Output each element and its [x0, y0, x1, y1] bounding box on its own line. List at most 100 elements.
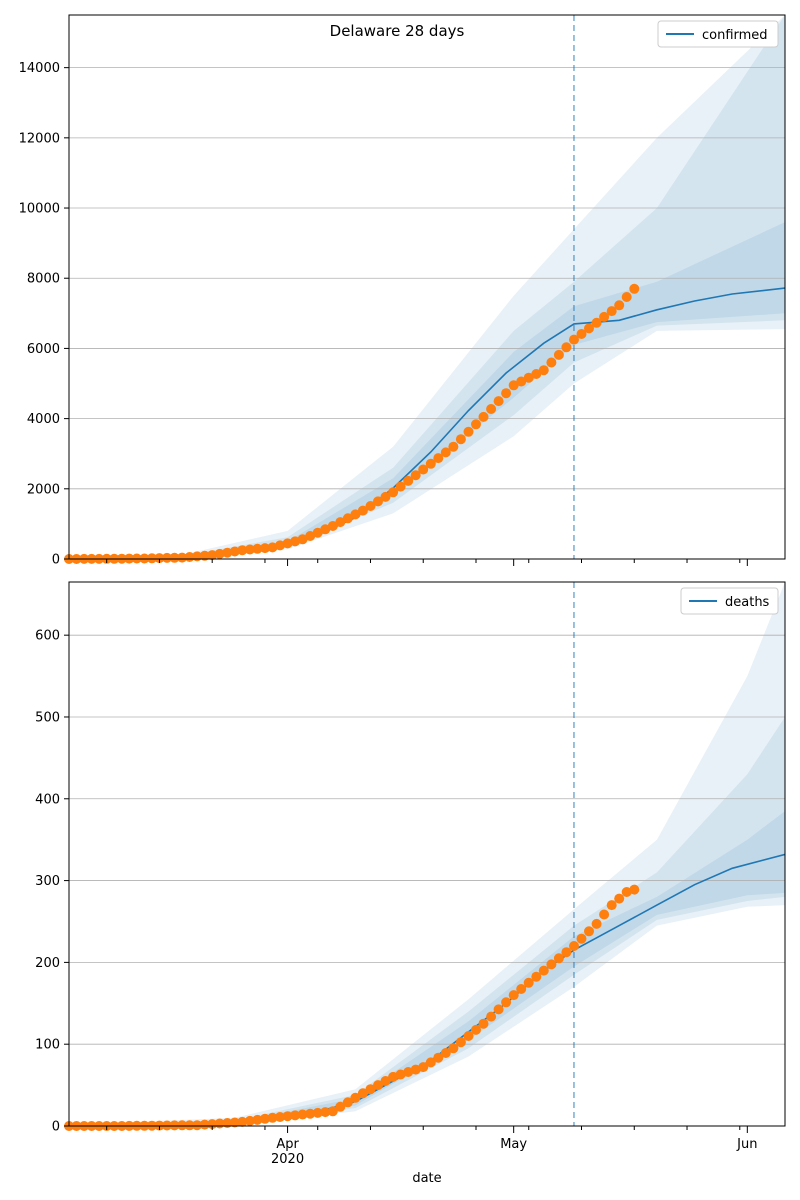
- observed-point: [614, 300, 625, 311]
- observed-point: [448, 1043, 459, 1054]
- observed-point: [297, 534, 308, 545]
- observed-point: [418, 464, 429, 475]
- observed-point: [350, 1092, 361, 1103]
- observed-point: [357, 1088, 368, 1099]
- observed-point: [569, 334, 579, 345]
- observed-point: [282, 538, 293, 549]
- y-tick-label: 300: [35, 874, 60, 889]
- observed-point: [244, 544, 255, 555]
- observed-point: [335, 1101, 346, 1112]
- y-tick-label: 10000: [19, 202, 60, 217]
- x-tick-label: Apr: [276, 1137, 299, 1152]
- observed-point: [282, 1111, 293, 1122]
- observed-point: [395, 481, 406, 492]
- observed-point: [229, 546, 240, 557]
- observed-point: [275, 1112, 285, 1122]
- uncertainty-band-1: [69, 15, 785, 559]
- observed-point: [342, 1097, 353, 1108]
- deaths-legend: deaths: [680, 587, 779, 615]
- observed-point: [501, 997, 512, 1008]
- uncertainty-band-0: [69, 15, 785, 559]
- observed-point: [207, 1119, 218, 1130]
- observed-point: [395, 1069, 406, 1080]
- uncertainty-band-0: [69, 582, 785, 1126]
- y-tick-label: 14000: [19, 61, 60, 76]
- observed-point: [531, 971, 542, 982]
- observed-point: [312, 1107, 323, 1118]
- observed-point: [455, 434, 466, 445]
- legend-box: [680, 587, 779, 615]
- observed-point: [207, 550, 218, 561]
- observed-point: [425, 458, 436, 469]
- observed-point: [373, 496, 383, 507]
- chart-title: Delaware 28 days: [330, 22, 465, 40]
- observed-point: [365, 1084, 376, 1095]
- y-tick-label: 2000: [27, 482, 60, 497]
- observed-point: [327, 1106, 338, 1117]
- observed-point: [455, 1037, 466, 1048]
- y-tick-label: 4000: [27, 412, 60, 427]
- observed-point: [260, 1113, 270, 1124]
- observed-point: [508, 990, 519, 1001]
- observed-point: [538, 365, 549, 376]
- observed-point: [169, 1120, 180, 1131]
- observed-point: [237, 545, 248, 556]
- x-tick-sublabel: 2020: [271, 1152, 304, 1167]
- deaths-gridlines: [69, 634, 785, 1127]
- observed-point: [478, 411, 489, 422]
- observed-point: [169, 552, 180, 563]
- observed-point: [486, 1011, 497, 1022]
- observed-point: [471, 419, 481, 430]
- confirmed-axes: 0 2000 4000 6000 8000 10000 12000 14000: [19, 14, 786, 568]
- confirmed-points: [64, 283, 640, 564]
- observed-point: [260, 543, 270, 554]
- observed-point: [214, 548, 225, 559]
- observed-point: [440, 1048, 451, 1058]
- observed-point: [388, 487, 399, 498]
- observed-point: [516, 984, 527, 994]
- observed-point: [184, 1120, 195, 1131]
- observed-point: [199, 550, 210, 561]
- observed-point: [591, 918, 602, 929]
- y-tick-label: 0: [52, 1120, 60, 1135]
- observed-point: [433, 453, 444, 464]
- observed-point: [569, 941, 579, 951]
- observed-point: [584, 323, 594, 334]
- y-tick-label: 6000: [27, 342, 60, 357]
- axes-frame: [68, 14, 786, 560]
- observed-point: [275, 540, 285, 551]
- observed-point: [267, 542, 278, 553]
- y-tick-label: 400: [35, 792, 60, 807]
- observed-point: [388, 1071, 399, 1082]
- observed-point: [576, 329, 587, 339]
- observed-point: [501, 388, 512, 399]
- y-tick-label: 600: [35, 629, 60, 644]
- observed-point: [523, 372, 534, 383]
- observed-point: [192, 1120, 203, 1131]
- observed-point: [606, 306, 617, 317]
- observed-point: [305, 1108, 316, 1119]
- observed-point: [380, 1076, 391, 1086]
- y-tick-label: 500: [35, 710, 60, 725]
- observed-point: [553, 953, 564, 964]
- observed-point: [335, 517, 346, 528]
- observed-point: [305, 531, 316, 541]
- observed-point: [584, 926, 594, 937]
- confirmed-legend: confirmed: [657, 20, 779, 48]
- legend-label-deaths: deaths: [725, 595, 770, 610]
- y-tick-label: 12000: [19, 131, 60, 146]
- observed-point: [606, 900, 617, 911]
- y-tick-label: 100: [35, 1038, 60, 1053]
- observed-point: [146, 553, 157, 564]
- observed-point: [546, 959, 557, 970]
- observed-point: [350, 509, 361, 520]
- observed-point: [561, 342, 572, 353]
- observed-point: [508, 380, 519, 391]
- observed-point: [523, 977, 534, 988]
- observed-point: [290, 536, 301, 547]
- observed-point: [546, 357, 557, 368]
- observed-point: [463, 1031, 474, 1041]
- observed-point: [154, 553, 165, 564]
